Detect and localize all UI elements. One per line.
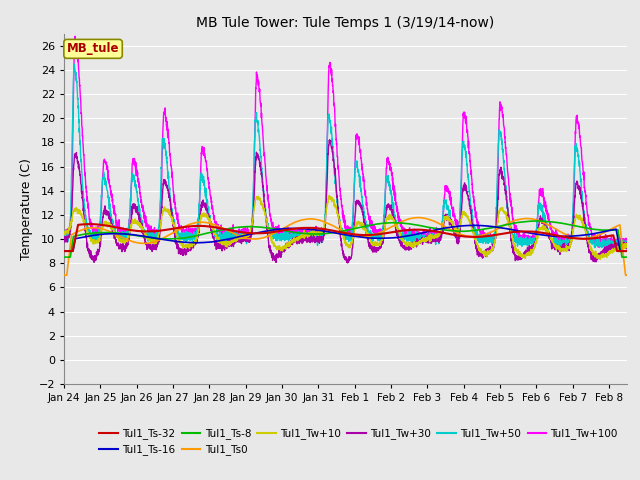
Title: MB Tule Tower: Tule Temps 1 (3/19/14-now): MB Tule Tower: Tule Temps 1 (3/19/14-now… [196,16,495,30]
Y-axis label: Temperature (C): Temperature (C) [20,158,33,260]
Legend: Tul1_Ts-32, Tul1_Ts-16, Tul1_Ts-8, Tul1_Ts0, Tul1_Tw+10, Tul1_Tw+30, Tul1_Tw+50,: Tul1_Ts-32, Tul1_Ts-16, Tul1_Ts-8, Tul1_… [95,424,622,460]
Text: MB_tule: MB_tule [67,42,119,55]
